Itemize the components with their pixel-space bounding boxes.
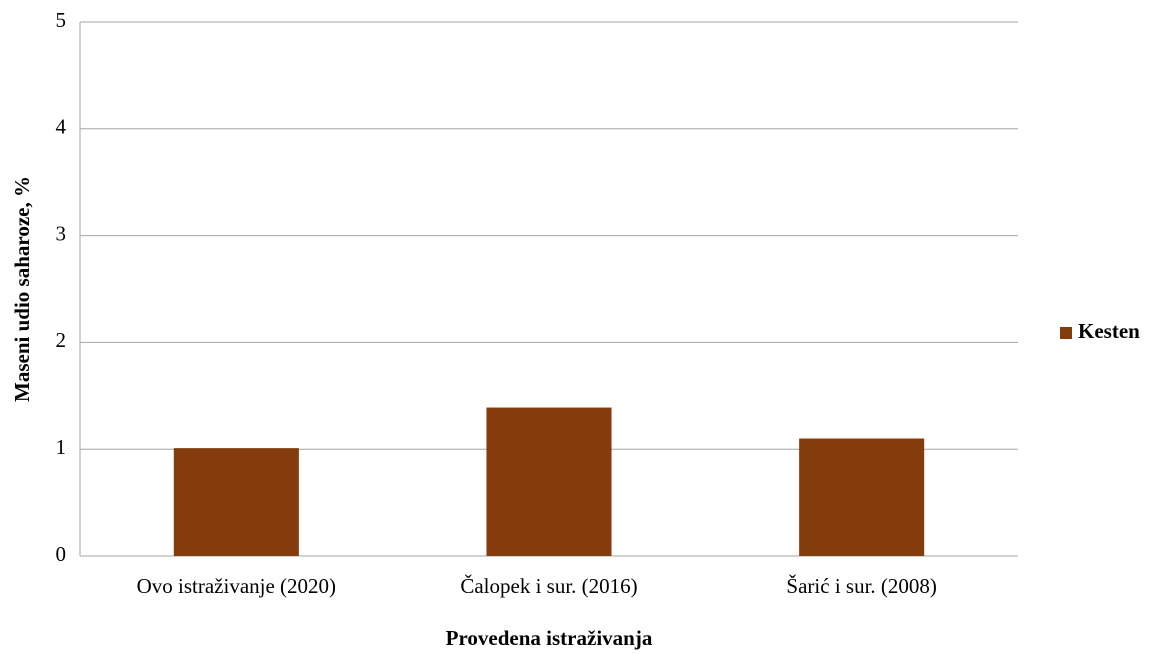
y-tick-label: 5 [56,8,67,32]
y-tick-label: 3 [56,221,67,245]
x-tick-label: Ovo istraživanje (2020) [137,574,336,598]
x-axis-label: Provedena istraživanja [446,626,653,650]
y-tick-label: 0 [56,542,67,566]
y-tick-label: 4 [56,115,67,139]
x-tick-label: Čalopek i sur. (2016) [460,574,637,598]
bar [173,448,299,556]
y-axis-label: Maseni udio saharoze, % [10,176,34,402]
legend-label: Kesten [1078,319,1140,343]
x-tick-label: Šarić i sur. (2008) [786,574,936,598]
bar [486,407,612,556]
legend-swatch [1060,327,1072,339]
bar [799,438,925,556]
y-tick-label: 2 [56,328,67,352]
y-tick-label: 1 [56,435,67,459]
